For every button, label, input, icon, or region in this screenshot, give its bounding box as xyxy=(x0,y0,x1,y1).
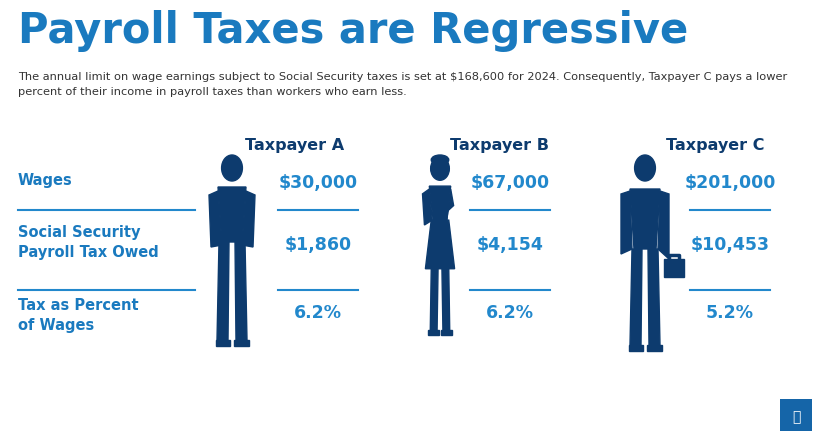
Text: Tax as Percent
of Wages: Tax as Percent of Wages xyxy=(18,298,139,333)
Text: Social Security
Payroll Tax Owed: Social Security Payroll Tax Owed xyxy=(18,225,158,260)
Text: $67,000: $67,000 xyxy=(470,174,549,192)
Polygon shape xyxy=(218,187,246,242)
Polygon shape xyxy=(429,186,450,220)
Text: 5.2%: 5.2% xyxy=(706,304,754,322)
Ellipse shape xyxy=(431,155,449,165)
Polygon shape xyxy=(426,220,455,269)
Ellipse shape xyxy=(431,157,450,180)
Text: Taxpayer A: Taxpayer A xyxy=(246,138,345,153)
Text: Wages: Wages xyxy=(18,172,73,187)
Polygon shape xyxy=(422,189,432,225)
Polygon shape xyxy=(431,269,438,330)
Ellipse shape xyxy=(222,155,243,181)
Polygon shape xyxy=(443,189,454,220)
Polygon shape xyxy=(217,242,229,340)
Text: 🔦: 🔦 xyxy=(792,410,800,424)
Polygon shape xyxy=(209,191,222,247)
Polygon shape xyxy=(647,345,662,351)
Text: 6.2%: 6.2% xyxy=(294,304,342,322)
FancyBboxPatch shape xyxy=(780,399,812,431)
Text: Payroll Taxes are Regressive: Payroll Taxes are Regressive xyxy=(18,10,688,52)
Polygon shape xyxy=(658,191,669,259)
Polygon shape xyxy=(441,330,451,335)
Text: Taxpayer C: Taxpayer C xyxy=(666,138,764,153)
Polygon shape xyxy=(621,191,632,254)
Polygon shape xyxy=(442,269,450,330)
Polygon shape xyxy=(428,330,439,335)
Text: $201,000: $201,000 xyxy=(684,174,776,192)
Text: $30,000: $30,000 xyxy=(279,174,357,192)
Text: $1,860: $1,860 xyxy=(285,236,351,254)
Ellipse shape xyxy=(634,155,655,181)
Polygon shape xyxy=(630,189,660,249)
Polygon shape xyxy=(216,340,230,346)
Polygon shape xyxy=(235,242,247,340)
Text: $10,453: $10,453 xyxy=(691,236,770,254)
Text: The annual limit on wage earnings subject to Social Security taxes is set at $16: The annual limit on wage earnings subjec… xyxy=(18,72,787,97)
Polygon shape xyxy=(630,249,642,345)
Text: Taxpayer B: Taxpayer B xyxy=(450,138,549,153)
Text: 6.2%: 6.2% xyxy=(486,304,534,322)
Polygon shape xyxy=(234,340,249,346)
Polygon shape xyxy=(629,345,643,351)
Polygon shape xyxy=(242,191,255,247)
Polygon shape xyxy=(648,249,660,345)
Text: $4,154: $4,154 xyxy=(477,236,544,254)
FancyBboxPatch shape xyxy=(664,259,684,277)
